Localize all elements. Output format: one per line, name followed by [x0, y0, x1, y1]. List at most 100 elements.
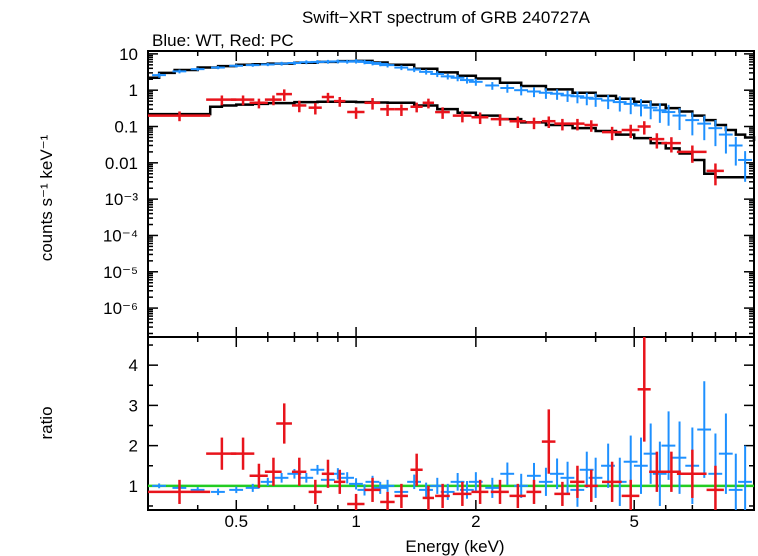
wt-data-point [697, 381, 712, 478]
pc-data-point [249, 98, 268, 109]
x-tick-label: 1 [351, 512, 360, 531]
spectrum-panel: 10 1 0.1 0.01 10⁻³ 10⁻⁴ 10⁻⁵ 10⁻⁶ [103, 45, 756, 338]
y-tick-label: 0.01 [105, 154, 138, 173]
pc-data-point [435, 107, 450, 119]
pc-data-point [541, 409, 556, 474]
wt-data-point [229, 64, 244, 68]
wt-data-point [685, 112, 700, 136]
wt-data-point [550, 458, 564, 490]
wt-data-point [661, 411, 676, 480]
pc-data-point [471, 479, 489, 504]
wt-data-point [380, 479, 395, 492]
wt-data-point [152, 72, 166, 78]
pc-data-point [554, 118, 571, 131]
wt-model-line [148, 59, 756, 141]
pc-data-point [148, 479, 211, 504]
y-tick-label: 10⁻⁶ [103, 299, 138, 318]
pc-data-point [676, 449, 707, 498]
pc-data-point [452, 110, 472, 123]
ratio-frame [147, 336, 755, 511]
chart-subtitle: Blue: WT, Red: PC [152, 31, 294, 50]
pc-data-point [333, 469, 346, 494]
wt-data-point [357, 59, 372, 65]
pc-data-point [602, 126, 622, 141]
pc-data-point [380, 491, 395, 510]
spectrum-y-axis-label: counts s⁻¹ keV⁻¹ [37, 134, 56, 261]
wt-data-point [485, 82, 500, 90]
wt-data-point [738, 151, 752, 182]
pc-data-point [490, 114, 509, 126]
wt-data-point [643, 101, 658, 120]
wt-data-point [570, 91, 585, 104]
pc-data-point [637, 121, 651, 135]
wt-data-point [514, 86, 528, 96]
pc-data-point [308, 479, 322, 504]
pc-data-point [676, 145, 707, 163]
wt-data-point [190, 67, 205, 71]
pc-data-point [602, 461, 622, 502]
wt-data-point [612, 96, 627, 112]
pc-data-point [308, 102, 322, 115]
pc-data-point [333, 96, 346, 107]
wt-data-point [172, 69, 187, 74]
pc-data-point [264, 95, 282, 106]
y-tick-label: 1 [129, 81, 138, 100]
pc-data-point [649, 133, 665, 149]
wt-data-point [440, 73, 455, 80]
wt-data-point [560, 461, 575, 494]
pc-data-point [276, 403, 292, 444]
y-tick-label: 3 [129, 396, 138, 415]
pc-data-point [490, 479, 509, 504]
wt-data-point [579, 92, 594, 106]
pc-data-point [364, 477, 381, 502]
wt-data-point [623, 97, 638, 115]
wt-data-point [310, 464, 325, 475]
wt-data-point [652, 103, 667, 123]
wt-data-point [394, 65, 409, 71]
pc-data-point [321, 92, 334, 103]
pc-data-point [706, 163, 724, 186]
wt-data-point [672, 108, 687, 131]
pc-data-point [364, 98, 381, 110]
wt-data-point [373, 61, 388, 67]
pc-data-point [570, 118, 585, 131]
y-tick-label: 10 [119, 45, 138, 64]
wt-data-point [550, 89, 564, 100]
wt-data-point [661, 104, 676, 126]
pc-data-point [435, 483, 450, 508]
pc-data-point [661, 451, 681, 492]
pc-data-point [410, 102, 423, 113]
wt-data-point [633, 99, 648, 117]
wt-data-point [407, 67, 421, 73]
pc-data-point [291, 457, 307, 486]
wt-data-point [718, 413, 733, 494]
wt-data-point [500, 84, 515, 93]
y-tick-label: 10⁻⁵ [103, 263, 138, 282]
wt-data-point [728, 136, 743, 166]
wt-data-point [380, 63, 395, 68]
wt-data-point [643, 423, 658, 484]
y-tick-label: 10⁻³ [104, 190, 138, 209]
wt-data-point [299, 472, 314, 483]
pc-data-point [264, 457, 282, 486]
pc-data-point [541, 116, 556, 128]
wt-data-point [229, 486, 244, 494]
pc-data-point [347, 493, 365, 510]
wt-data-point [211, 488, 225, 496]
wt-data-point [407, 474, 421, 490]
wt-data-point [274, 472, 289, 483]
pc-data-point [380, 104, 395, 116]
wt-data-point [245, 63, 260, 67]
wt-data-point [601, 94, 615, 110]
pc-data-point [410, 453, 423, 486]
pc-data-point [422, 98, 435, 109]
y-tick-label: 4 [129, 356, 138, 375]
x-tick-label: 5 [629, 512, 638, 531]
pc-data-point [637, 337, 651, 442]
pc-data-point [621, 479, 640, 510]
wt-data-point [623, 435, 638, 488]
wt-data-point [738, 445, 752, 510]
wt-data-point [468, 78, 483, 86]
wt-data-point [500, 462, 515, 486]
